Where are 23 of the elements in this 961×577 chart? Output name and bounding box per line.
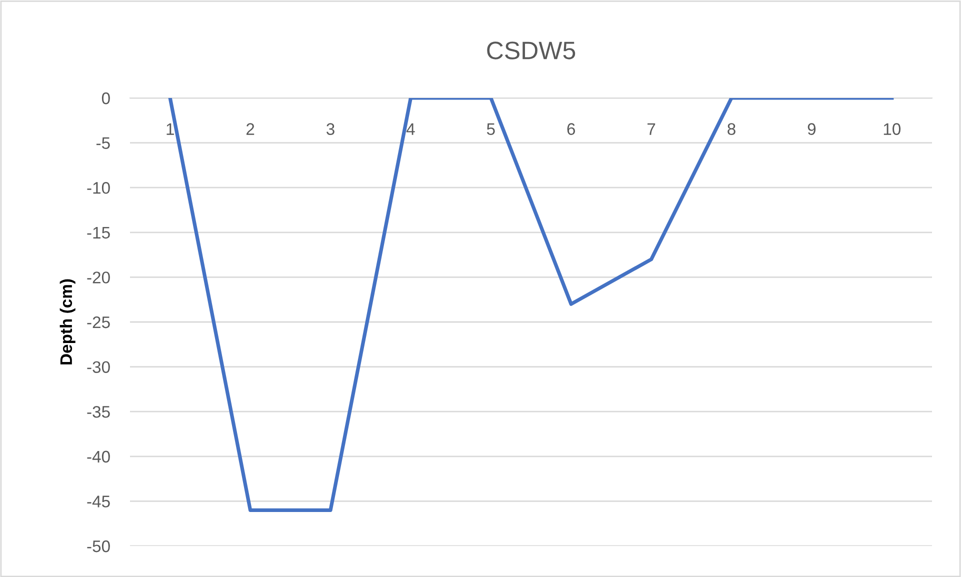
chart-title: CSDW5 bbox=[487, 42, 576, 60]
x-tick-label: 9 bbox=[808, 123, 816, 135]
x-tick-label: 6 bbox=[567, 123, 575, 135]
x-tick-label: 2 bbox=[246, 123, 254, 135]
x-tick-label: 3 bbox=[326, 123, 334, 135]
y-tick-label: -20 bbox=[87, 272, 110, 284]
x-tick-label: 5 bbox=[486, 123, 495, 135]
y-tick-label: -5 bbox=[96, 137, 110, 150]
y-tick-label: -25 bbox=[87, 316, 110, 328]
x-tick-label: 7 bbox=[648, 123, 656, 135]
y-tick-label: -10 bbox=[87, 182, 110, 194]
y-tick-label: -45 bbox=[87, 496, 110, 508]
x-tick-label: 10 bbox=[884, 123, 901, 135]
x-tick-label: 1 bbox=[166, 123, 174, 135]
y-axis-title: Depth (cm) bbox=[60, 279, 76, 364]
x-tick-label: 4 bbox=[406, 123, 415, 135]
y-tick-label: -30 bbox=[87, 361, 110, 374]
y-tick-label: -35 bbox=[87, 406, 110, 418]
x-tick-label: 8 bbox=[728, 123, 736, 135]
y-tick-label: 0 bbox=[102, 92, 110, 104]
y-tick-label: -50 bbox=[87, 540, 110, 552]
y-tick-label: -15 bbox=[87, 226, 110, 239]
y-tick-label: -40 bbox=[87, 450, 110, 463]
